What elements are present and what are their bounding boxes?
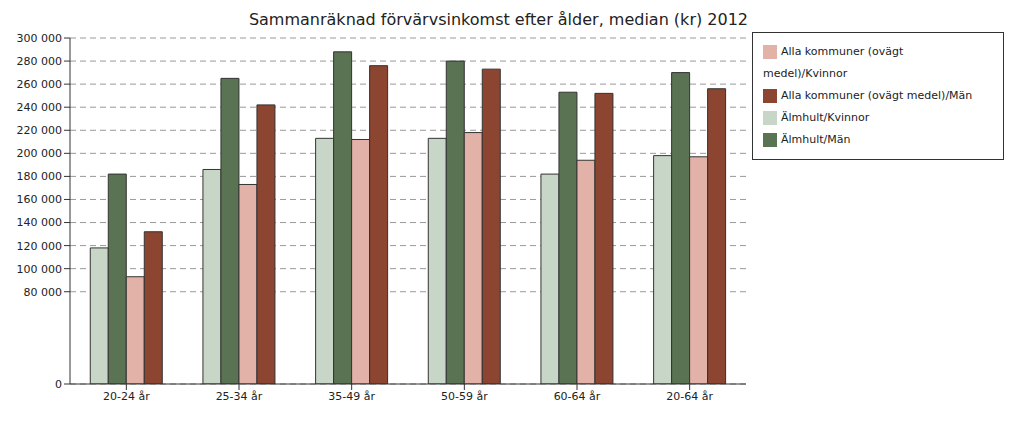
svg-text:60-64 år: 60-64 år — [554, 390, 601, 403]
html-text:Älmhult/Kvinnor: Älmhult/Kvinnor — [781, 111, 870, 124]
svg-text:20-24 år: 20-24 år — [103, 390, 150, 403]
svg-text:0: 0 — [55, 378, 62, 391]
svg-text:180 000: 180 000 — [17, 170, 63, 183]
svg-text:160 000: 160 000 — [17, 193, 63, 206]
svg-text:220 000: 220 000 — [17, 124, 63, 137]
svg-text:100 000: 100 000 — [17, 263, 63, 276]
svg-text:260 000: 260 000 — [17, 78, 63, 91]
html-text:Alla kommuner (ovägt medel)/Mä: Alla kommuner (ovägt medel)/Män — [781, 89, 973, 102]
svg-text:35-49 år: 35-49 år — [328, 390, 375, 403]
svg-text:50-59 år: 50-59 år — [441, 390, 488, 403]
html-text:Sammanräknad förvärvsinkomst e: Sammanräknad förvärvsinkomst efter ålder… — [248, 10, 748, 29]
svg-text:240 000: 240 000 — [17, 101, 63, 114]
svg-text:80 000: 80 000 — [24, 286, 63, 299]
svg-text:280 000: 280 000 — [17, 55, 63, 68]
html-text:Alla kommuner (ovägt medel)/Kv: Alla kommuner (ovägt medel)/Kvinnor — [763, 45, 904, 80]
svg-text:25-34 år: 25-34 år — [216, 390, 263, 403]
svg-text:140 000: 140 000 — [17, 216, 63, 229]
svg-text:200 000: 200 000 — [17, 147, 63, 160]
svg-text:120 000: 120 000 — [17, 240, 63, 253]
html-text:Älmhult/Män: Älmhult/Män — [781, 133, 851, 146]
svg-text:300 000: 300 000 — [17, 32, 63, 45]
svg-text:20-64 år: 20-64 år — [666, 390, 713, 403]
